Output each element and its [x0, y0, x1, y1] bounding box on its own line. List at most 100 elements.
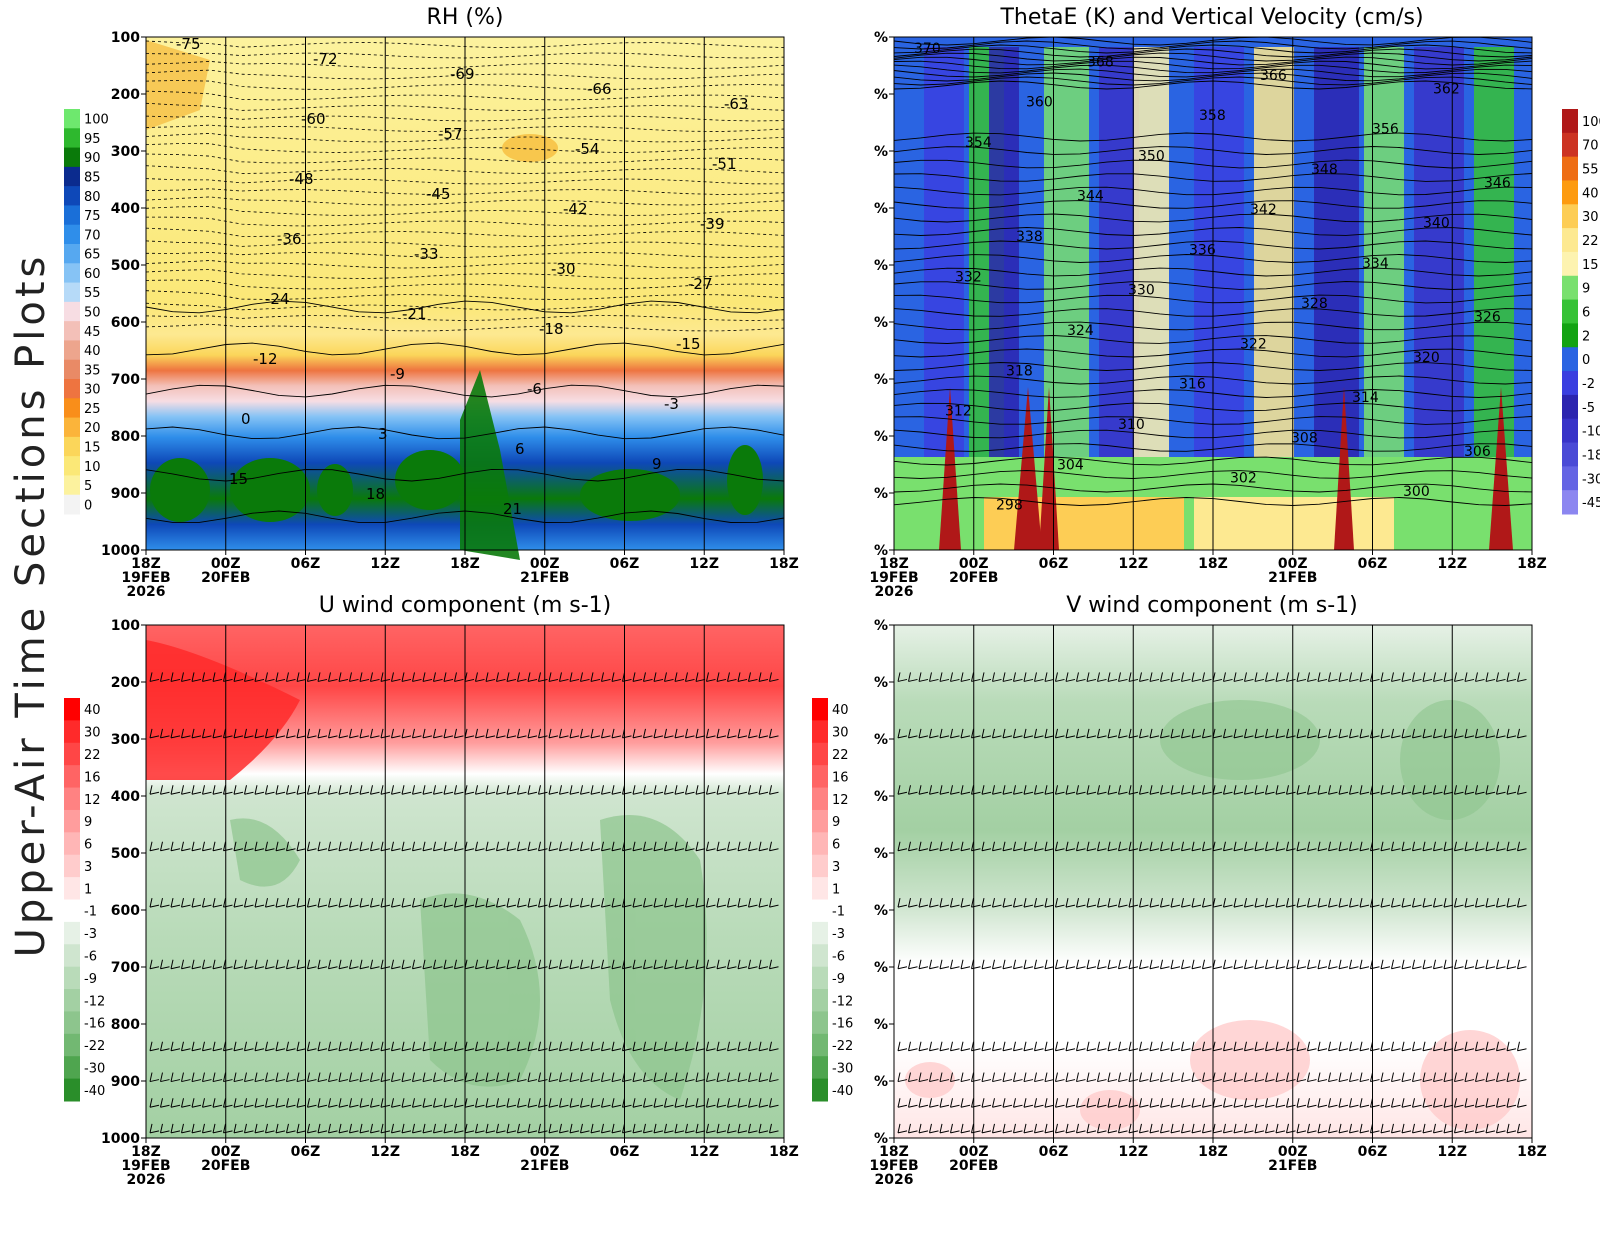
wind-barb-shaft — [1244, 735, 1254, 739]
wind-barb-shaft — [1265, 966, 1275, 970]
wind-barb-shaft — [695, 1079, 706, 1083]
colorbar-label: 15 — [1582, 258, 1599, 273]
wind-barb-shaft — [412, 1130, 422, 1134]
wind-barb-flag — [1412, 1041, 1415, 1051]
wind-barb-flag — [1118, 841, 1121, 851]
wind-barb-shaft — [1485, 735, 1496, 739]
wind-barb-shaft — [664, 904, 674, 908]
wind-barb-flag — [328, 1072, 331, 1082]
wind-barb-flag — [1454, 898, 1457, 908]
wind-barb-shaft — [538, 904, 548, 908]
wind-barb-shaft — [632, 1130, 643, 1134]
u-darker-green-patches — [230, 815, 707, 1100]
thetae-contour-label: 324 — [1067, 323, 1094, 339]
wind-barb-flag — [1034, 1098, 1037, 1108]
y-tick-label: 800 — [111, 1017, 140, 1033]
colorbar-swatch — [64, 147, 80, 168]
wind-barb-shaft — [1464, 735, 1475, 739]
wind-barb-flag — [929, 959, 932, 969]
wind-barb-flag — [929, 898, 932, 908]
wind-barb-flag — [1139, 1041, 1142, 1051]
wind-barb-shaft — [1496, 966, 1506, 970]
wind-barb-shaft — [254, 678, 265, 682]
wind-barb-shaft — [1359, 966, 1370, 970]
wind-barb-shaft — [737, 1130, 748, 1134]
wind-barb-shaft — [737, 848, 748, 852]
wind-barb-flag — [897, 785, 901, 795]
wind-barb-shaft — [1328, 966, 1338, 970]
wind-barb-shaft — [992, 904, 1002, 908]
wind-barb-flag — [758, 785, 762, 795]
wind-barb-flag — [496, 1041, 499, 1051]
colorbar-label: -16 — [84, 1017, 105, 1032]
wind-barb-flag — [950, 1123, 953, 1133]
wind-barb-flag — [1443, 728, 1447, 738]
wind-barb-shaft — [1055, 1104, 1065, 1108]
wind-barb-shaft — [918, 848, 929, 852]
wind-barb-flag — [454, 1072, 457, 1082]
wind-barb-shaft — [1443, 1130, 1454, 1134]
wind-barb-flag — [401, 1098, 405, 1108]
wind-barb-shaft — [950, 791, 960, 795]
wind-barb-flag — [265, 728, 268, 738]
wind-barb-flag — [359, 672, 363, 682]
wind-barb-shaft — [1380, 735, 1391, 739]
thetae-contour-label: 360 — [1026, 95, 1053, 111]
wind-barb-flag — [674, 959, 678, 969]
wind-barb-shaft — [1307, 1104, 1317, 1108]
wind-barb-shaft — [349, 1079, 359, 1083]
wind-barb-flag — [1296, 1098, 1300, 1108]
wind-barb-flag — [1055, 1041, 1058, 1051]
wind-barb-flag — [380, 1041, 384, 1051]
wind-barb-shaft — [422, 1079, 433, 1083]
wind-barb-flag — [716, 672, 720, 682]
wind-barb-shaft — [1076, 735, 1086, 739]
wind-barb-flag — [758, 672, 762, 682]
wind-barb-shaft — [275, 791, 286, 795]
wind-barb-shaft — [170, 904, 181, 908]
wind-barb-shaft — [212, 678, 223, 682]
wind-barb-flag — [1233, 728, 1237, 738]
wind-barb-shaft — [433, 678, 443, 682]
wind-barb-shaft — [960, 1104, 971, 1108]
wind-barb-shaft — [674, 735, 685, 739]
wind-barb-shaft — [918, 1130, 929, 1134]
wind-barb-shaft — [748, 1079, 758, 1083]
wind-barb-flag — [223, 959, 226, 969]
wind-barb-shaft — [475, 904, 485, 908]
wind-barb-shaft — [1517, 678, 1527, 682]
wind-barb-flag — [233, 1098, 237, 1108]
x-date-label: 21FEB — [520, 1158, 569, 1174]
wind-barb-flag — [929, 1072, 932, 1082]
y-tick-label: 700 — [111, 372, 140, 388]
wind-barb-flag — [737, 1098, 741, 1108]
wind-barb-shaft — [349, 966, 359, 970]
wind-barb-shaft — [464, 1079, 475, 1083]
wind-barb-flag — [412, 1041, 415, 1051]
wind-barb-flag — [265, 1098, 268, 1108]
wind-barb-flag — [1023, 672, 1027, 682]
wind-barb-shaft — [1065, 1130, 1076, 1134]
wind-barb-shaft — [1076, 1048, 1086, 1052]
page-side-label: Upper-Air Time Sections Plots — [8, 253, 54, 958]
wind-barb-shaft — [443, 904, 454, 908]
wind-barb-flag — [1349, 841, 1352, 851]
wind-barb-shaft — [1359, 1104, 1370, 1108]
wind-barb-flag — [1202, 898, 1205, 908]
wind-barb-flag — [1128, 841, 1132, 851]
wind-barb-shaft — [674, 791, 685, 795]
wind-barb-shaft — [1191, 735, 1202, 739]
wind-barb-flag — [1149, 728, 1153, 738]
wind-barb-flag — [170, 898, 174, 908]
wind-barb-flag — [1086, 1123, 1090, 1133]
wind-barb-shaft — [149, 1079, 160, 1083]
wind-barb-flag — [1296, 1041, 1300, 1051]
wind-barb-flag — [454, 785, 457, 795]
wind-barb-flag — [559, 728, 562, 738]
wind-barb-flag — [296, 672, 300, 682]
wind-barb-shaft — [716, 1130, 727, 1134]
x-tick-label: 12Z — [370, 1144, 400, 1160]
wind-barb-flag — [653, 898, 657, 908]
wind-barb-shaft — [1023, 791, 1034, 795]
